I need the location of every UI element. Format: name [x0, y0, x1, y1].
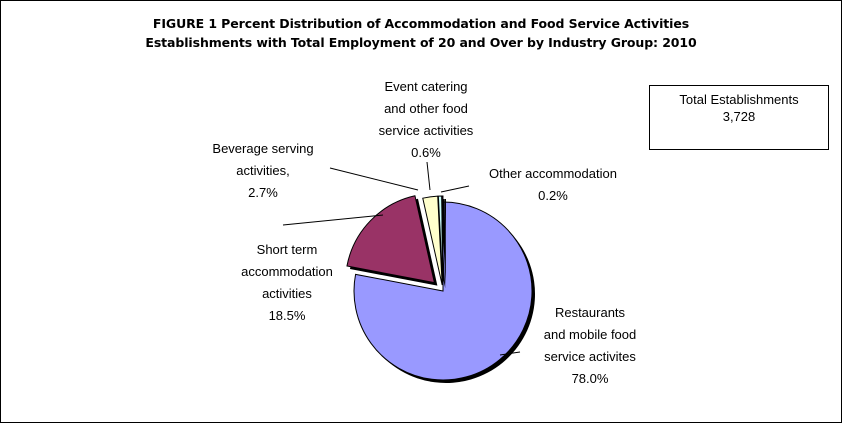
- pie-slice-restaurants: [353, 201, 533, 381]
- slice-label-line: 2.7%: [248, 185, 278, 200]
- slice-label-line: activities: [262, 286, 312, 301]
- slice-label-line: service activites: [544, 349, 636, 364]
- pie-slice-shadow-other-accommodation: [444, 199, 446, 289]
- total-establishments-label: Total Establishments: [679, 92, 799, 107]
- chart-title-line-1: FIGURE 1 Percent Distribution of Accommo…: [152, 16, 690, 31]
- slice-label-line: 78.0%: [572, 371, 609, 386]
- pie-slice-short-term-accommodation: [346, 195, 436, 284]
- slice-label-restaurants: Restaurants and mobile food service activi…: [544, 305, 637, 386]
- pie-slice-beverage-serving: [422, 195, 443, 286]
- slice-label-line: accommodation: [241, 264, 333, 279]
- slice-label-line: Event catering: [384, 79, 467, 94]
- slice-label-line: activities,: [236, 163, 289, 178]
- slice-label-line: Short term: [257, 242, 318, 257]
- slice-label-short-term-accommodation: Short term accommodation activities 18.5%: [241, 242, 333, 323]
- chart-title: FIGURE 1 Percent Distribution of Accommo…: [0, 14, 842, 52]
- slice-label-line: service activities: [379, 123, 474, 138]
- leader-line-beverage-serving: [329, 167, 419, 191]
- pie-slice-other-accommodation: [441, 195, 444, 286]
- slice-label-line: 0.6%: [411, 145, 441, 160]
- slice-label-line: Beverage serving: [212, 141, 313, 156]
- leader-line-event-catering: [426, 161, 431, 191]
- slice-label-line: 0.2%: [538, 188, 568, 203]
- slice-label-line: and other food: [384, 101, 468, 116]
- chart-title-line-2: Establishments with Total Employment of …: [145, 35, 697, 50]
- slice-label-other-accommodation: Other accommodation 0.2%: [489, 166, 617, 203]
- slice-label-beverage-serving: Beverage serving activities, 2.7%: [212, 141, 313, 200]
- slice-label-line: 18.5%: [269, 308, 306, 323]
- slice-label-line: and mobile food: [544, 327, 637, 342]
- leader-line-short-term-accommodation: [282, 214, 384, 226]
- total-establishments-box: Total Establishments 3,728: [649, 85, 829, 150]
- leader-line-restaurants: [499, 351, 521, 356]
- total-establishments-value: 3,728: [722, 109, 756, 124]
- slice-label-line: Restaurants: [555, 305, 626, 320]
- slice-label-event-catering: Event catering and other food service acti…: [379, 79, 474, 160]
- leader-line-other-accommodation: [440, 185, 470, 193]
- slice-label-line: Other accommodation: [489, 166, 617, 181]
